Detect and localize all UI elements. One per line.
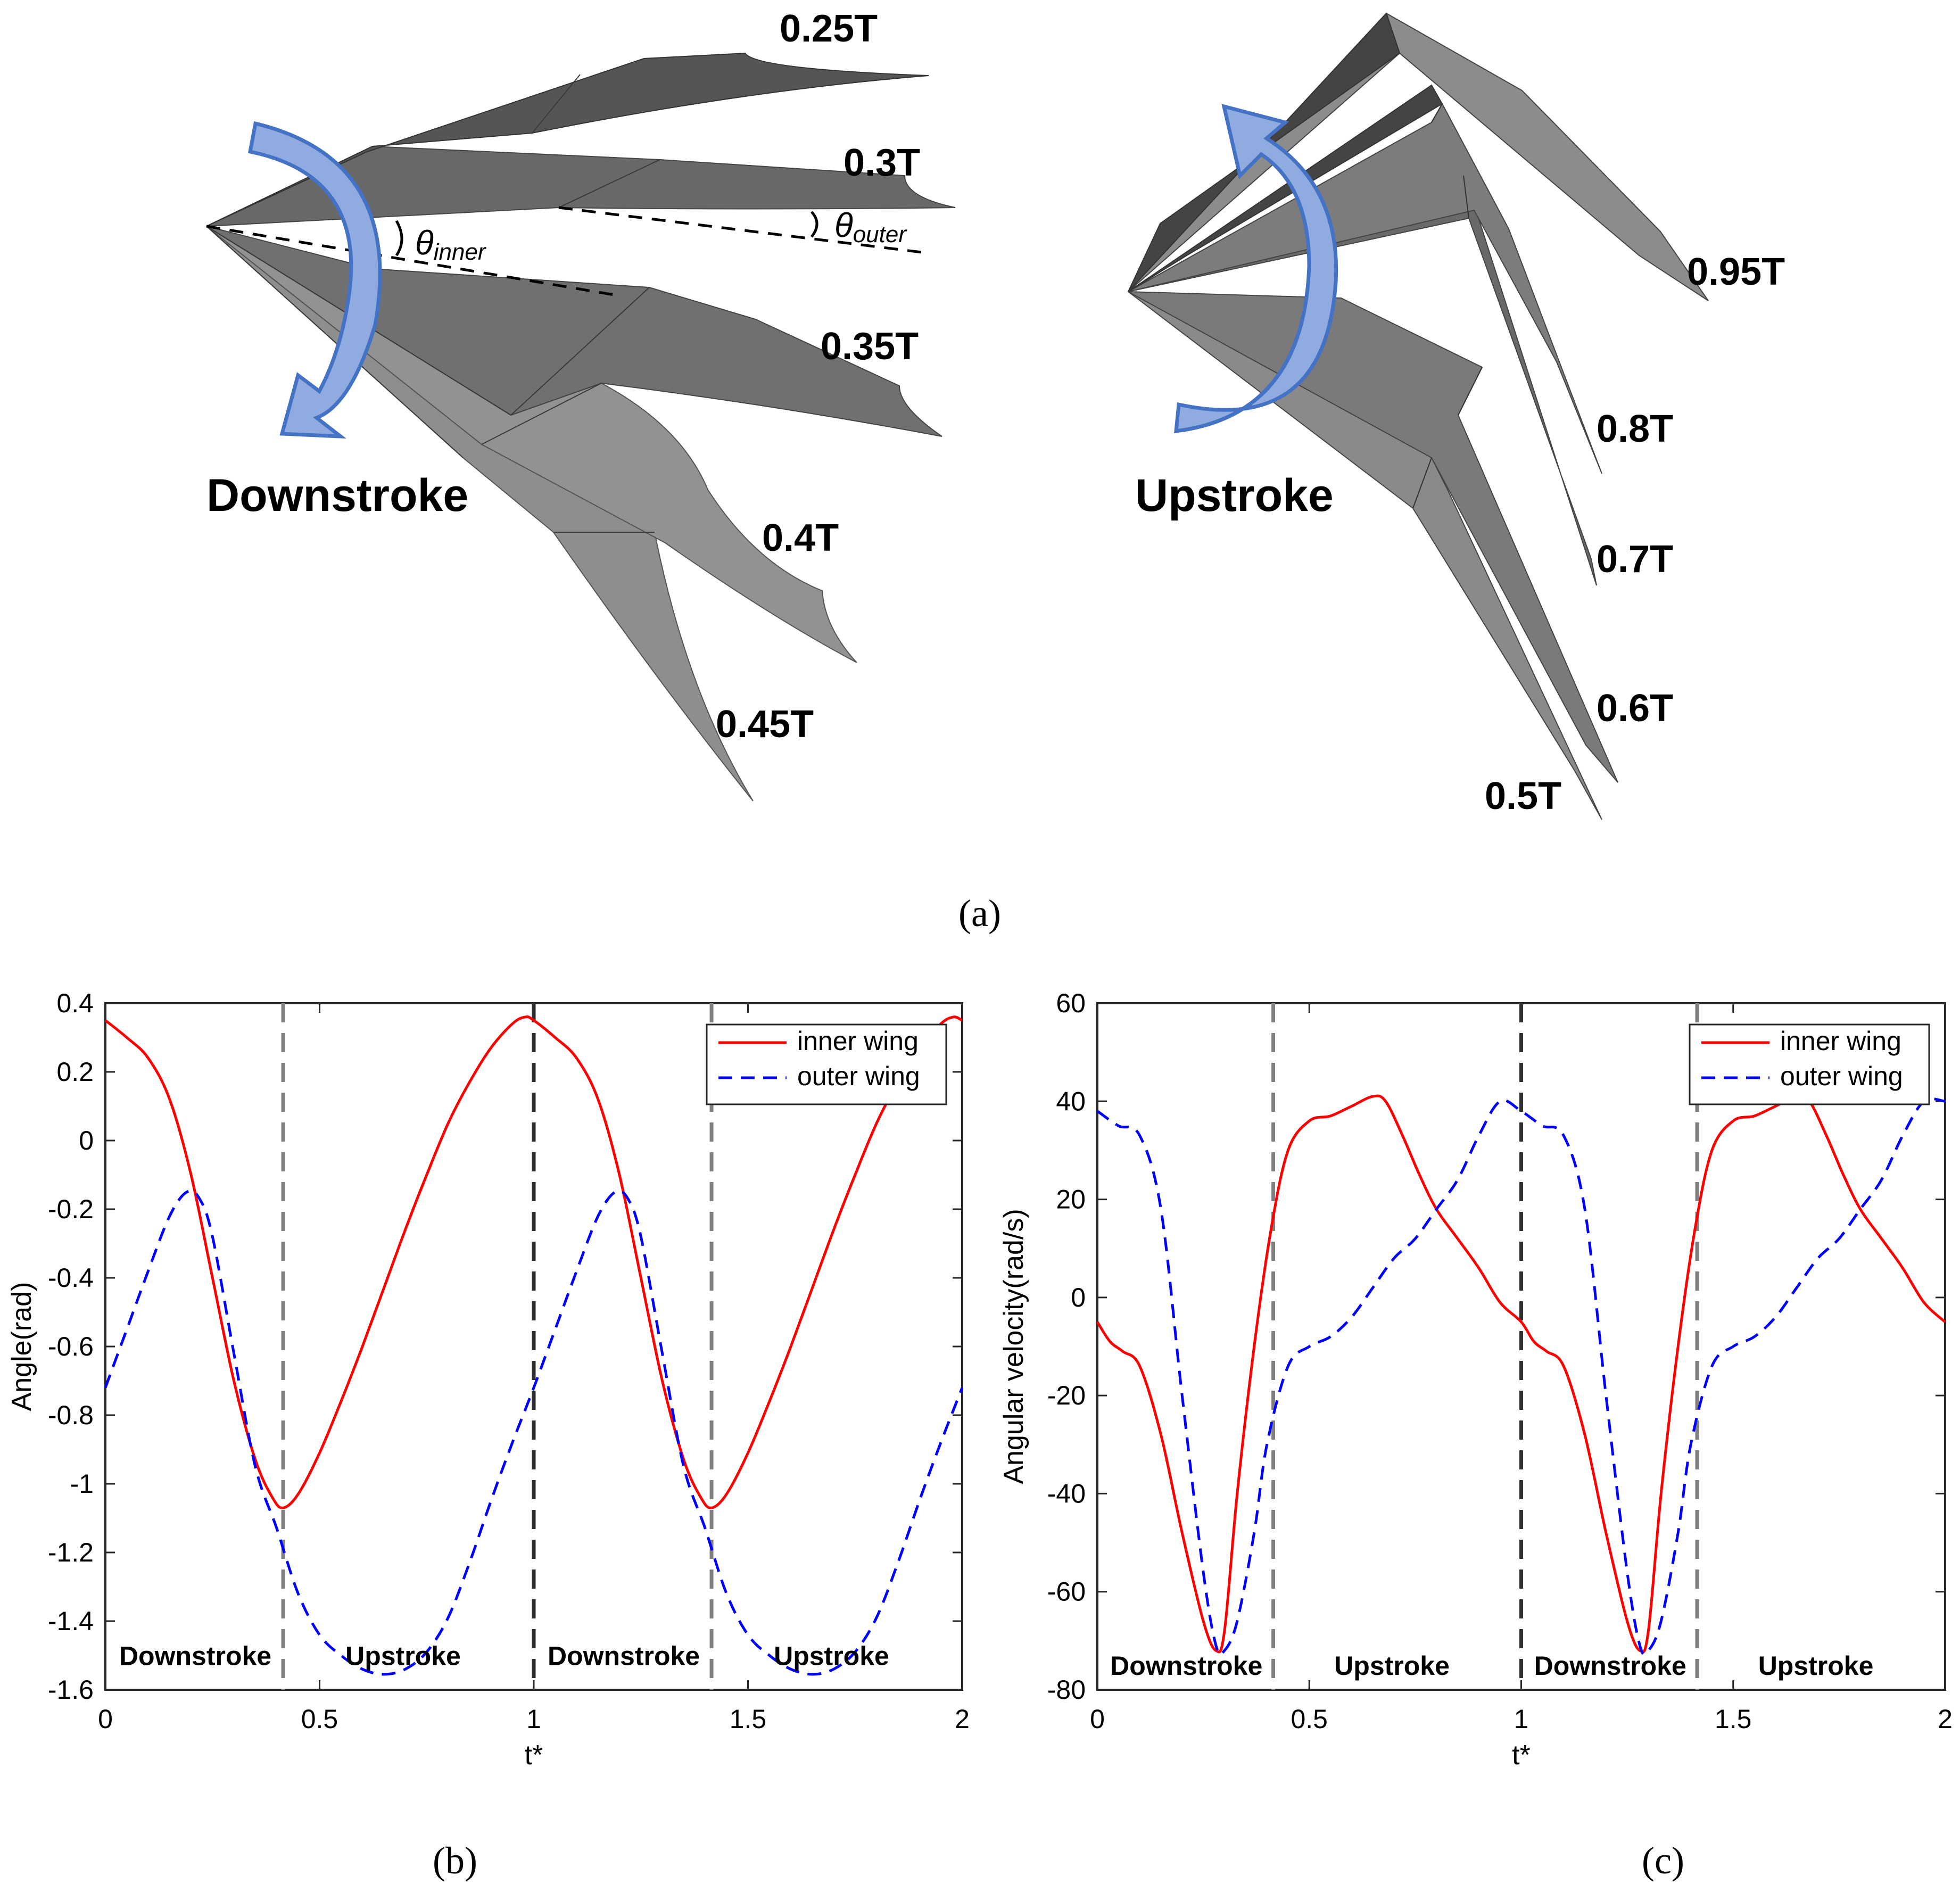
x-tick-label: 1: [526, 1704, 541, 1734]
x-tick-label: 0.5: [301, 1704, 338, 1734]
phase-label: Downstroke: [548, 1641, 700, 1671]
y-tick-label: -1: [70, 1469, 94, 1499]
y-tick-label: 0.2: [56, 1057, 94, 1087]
y-tick-label: -0.6: [48, 1332, 94, 1361]
upstroke-wing-seams: [1386, 13, 1483, 509]
x-tick-label: 0: [98, 1704, 113, 1734]
upstroke-wing-group: [1128, 12, 1709, 820]
y-tick-label: -60: [1047, 1577, 1086, 1607]
wing-0.3T: [206, 145, 956, 227]
time-label-0.35T: 0.35T: [821, 325, 919, 368]
chart-b: 0 0.5 1 1.5 2 -1.6 -1.4 -1.2 -1 -0.8 -0.6 -0.4 -0.2 0…: [6, 988, 970, 1882]
y-tick-label: 0.4: [56, 988, 94, 1018]
theta-outer-arc: [810, 211, 818, 238]
legend-entry: outer wing: [797, 1061, 920, 1091]
phase-label: Upstroke: [774, 1641, 889, 1671]
y-tick-label: 0: [79, 1126, 94, 1155]
y-axis-label: Angular velocity(rad/s): [998, 1209, 1029, 1484]
time-label-0.7T: 0.7T: [1597, 538, 1673, 581]
phase-label: Upstroke: [345, 1641, 461, 1671]
caption-a: (a): [958, 892, 1001, 935]
y-tick-label: 60: [1056, 988, 1086, 1018]
wing-0.6T: [1128, 291, 1618, 783]
y-tick-label: -0.8: [48, 1400, 94, 1430]
y-tick-label: -80: [1047, 1675, 1086, 1705]
y-tick-label: -1.4: [48, 1606, 94, 1636]
caption-b: (b): [433, 1839, 477, 1882]
x-tick-label: 1.5: [1715, 1704, 1752, 1734]
time-label-0.5T: 0.5T: [1485, 775, 1561, 817]
theta-inner-label: θinner: [415, 224, 487, 265]
time-label-0.45T: 0.45T: [716, 703, 814, 746]
legend-box: [1689, 1023, 1930, 1105]
x-axis-label: t*: [525, 1740, 543, 1771]
x-tick-label: 0: [1090, 1704, 1105, 1734]
time-label-0.8T: 0.8T: [1597, 408, 1673, 450]
wing-seams: [206, 74, 660, 533]
y-tick-label: -1.6: [48, 1675, 94, 1705]
phase-label: Downstroke: [1110, 1651, 1262, 1681]
y-tick-label: -0.2: [48, 1194, 94, 1224]
series-line-outer-wing: [104, 1189, 964, 1676]
wing-0.45T: [206, 226, 754, 802]
y-axis-label: Angle(rad): [6, 1282, 37, 1411]
upstroke-arrow: [1174, 104, 1338, 434]
downstroke-arrow: [247, 121, 382, 439]
chart-c: 0 0.5 1 1.5 2 -80 -60 -40 -20 0 20 40 60 t* Angular ve…: [998, 988, 1953, 1882]
theta-outer-label: θouter: [834, 206, 907, 247]
x-tick-label: 2: [955, 1704, 970, 1734]
x-tick-label: 1.5: [730, 1704, 767, 1734]
y-tick-label: -20: [1047, 1381, 1086, 1410]
y-tick-label: 0: [1071, 1283, 1086, 1312]
y-tick-label: -0.4: [48, 1263, 94, 1293]
upstroke-label: Upstroke: [1135, 470, 1334, 521]
wing-0.35T: [206, 226, 942, 437]
caption-c: (c): [1642, 1839, 1684, 1882]
x-tick-label: 1: [1514, 1704, 1529, 1734]
time-label-0.25T: 0.25T: [780, 7, 878, 50]
y-tick-label: 40: [1056, 1086, 1086, 1116]
theta-inner-arc: [395, 220, 403, 257]
legend-entry: inner wing: [1780, 1026, 1901, 1056]
y-tick-label: 20: [1056, 1185, 1086, 1215]
legend-entry: inner wing: [797, 1026, 919, 1056]
legend-box: [706, 1023, 947, 1105]
time-label-0.3T: 0.3T: [843, 142, 920, 184]
time-label-0.4T: 0.4T: [762, 517, 839, 559]
x-axis-label: t*: [1512, 1740, 1531, 1771]
x-tick-label: 2: [1938, 1704, 1953, 1734]
y-tick-label: -1.2: [48, 1538, 94, 1567]
wing-0.25T: [206, 52, 929, 227]
downstroke-wing-group: [206, 52, 956, 802]
theta-outer-reference: [558, 206, 927, 254]
phase-label: Upstroke: [1334, 1651, 1450, 1681]
phase-label: Upstroke: [1758, 1651, 1874, 1681]
x-tick-label: 0.5: [1291, 1704, 1328, 1734]
series-line-inner-wing: [1096, 1094, 1946, 1654]
series-line-outer-wing: [1096, 1097, 1946, 1656]
time-label-0.6T: 0.6T: [1597, 687, 1673, 730]
wing-0.95T: [1128, 12, 1709, 301]
legend-entry: outer wing: [1780, 1061, 1903, 1091]
legend: inner wing outer wing: [1689, 1023, 1930, 1105]
phase-label: Downstroke: [119, 1641, 271, 1671]
downstroke-label: Downstroke: [206, 470, 468, 521]
phase-label: Downstroke: [1534, 1651, 1686, 1681]
time-label-0.95T: 0.95T: [1687, 251, 1785, 293]
legend: inner wing outer wing: [706, 1023, 947, 1105]
y-tick-label: -40: [1047, 1478, 1086, 1508]
